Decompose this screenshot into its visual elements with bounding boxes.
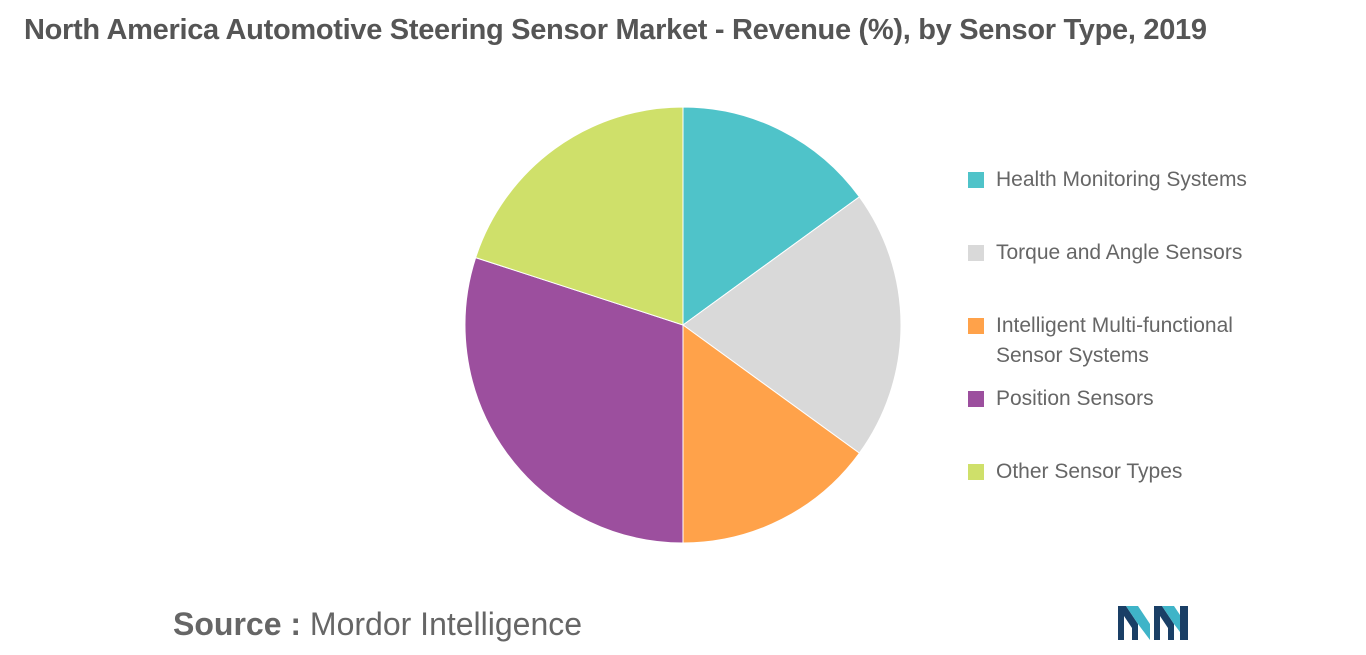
legend-item: Health Monitoring Systems (968, 168, 1296, 195)
legend-swatch (968, 245, 984, 261)
legend-label: Other Sensor Types (996, 460, 1183, 483)
pie-slice-health-monitoring-systems (682, 106, 861, 326)
legend-label: Health Monitoring Systems (996, 168, 1247, 191)
mordor-intelligence-logo-icon (1118, 606, 1188, 640)
legend-item: Intelligent Multi-functional Sensor Syst… (968, 314, 1296, 371)
source-note: Source : Mordor Intelligence (173, 606, 582, 643)
pie-slice-intelligent-multi-functional-sensor-systems (682, 324, 861, 544)
source-label: Source : (173, 606, 302, 642)
pie-slices (464, 106, 902, 544)
pie-slice-torque-and-angle-sensors (682, 196, 902, 454)
chart-title: North America Automotive Steering Sensor… (24, 14, 1207, 46)
legend-swatch (968, 318, 984, 334)
legend-item: Torque and Angle Sensors (968, 241, 1296, 268)
legend-label: Intelligent Multi-functional Sensor Syst… (996, 314, 1233, 367)
legend-item: Position Sensors (968, 387, 1296, 414)
source-value: Mordor Intelligence (309, 606, 583, 642)
legend-label: Torque and Angle Sensors (996, 241, 1243, 264)
legend-swatch (968, 172, 984, 188)
pie-slice-position-sensors (464, 256, 684, 544)
legend-swatch (968, 464, 984, 480)
legend-label: Position Sensors (996, 387, 1154, 410)
legend-swatch (968, 391, 984, 407)
legend-item: Other Sensor Types (968, 460, 1296, 487)
pie-slice-other-sensor-types (475, 106, 684, 326)
